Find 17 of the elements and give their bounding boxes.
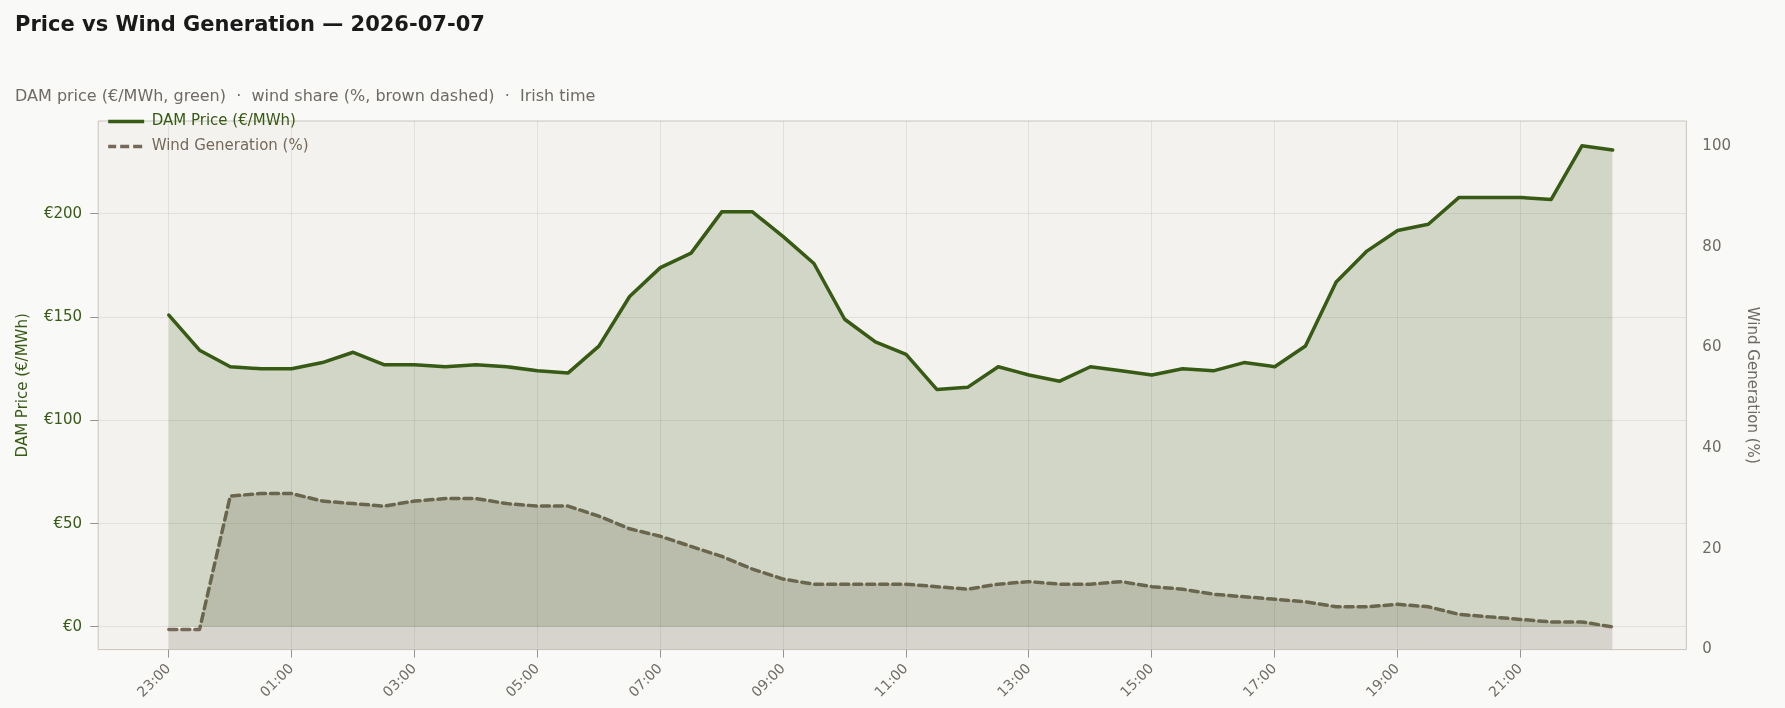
chart-subtitle: DAM price (€/MWh, green) · wind share (%, brown dashed) · Irish time	[15, 86, 596, 105]
y2-tick-label: 80	[1702, 236, 1722, 255]
y2-tick-label: 60	[1702, 337, 1722, 356]
legend-label: Wind Generation (%)	[151, 136, 309, 155]
y-axis-title: DAM Price (€/MWh)	[12, 313, 31, 458]
y2-tick-label: 20	[1702, 538, 1722, 557]
legend-label: DAM Price (€/MWh)	[151, 111, 296, 130]
y-tick-label: €150	[43, 307, 83, 326]
y2-tick-label: 40	[1702, 438, 1722, 457]
y-tick-label: €0	[63, 616, 83, 635]
y-tick-label: €200	[43, 203, 83, 222]
y2-tick-label: 100	[1702, 136, 1732, 155]
y-tick-label: €50	[53, 513, 83, 532]
chart-title: Price vs Wind Generation — 2026-07-07	[15, 12, 485, 36]
y-tick-label: €100	[43, 410, 83, 429]
y2-tick-label: 0	[1702, 639, 1712, 658]
y2-axis-title: Wind Generation (%)	[1744, 306, 1763, 464]
